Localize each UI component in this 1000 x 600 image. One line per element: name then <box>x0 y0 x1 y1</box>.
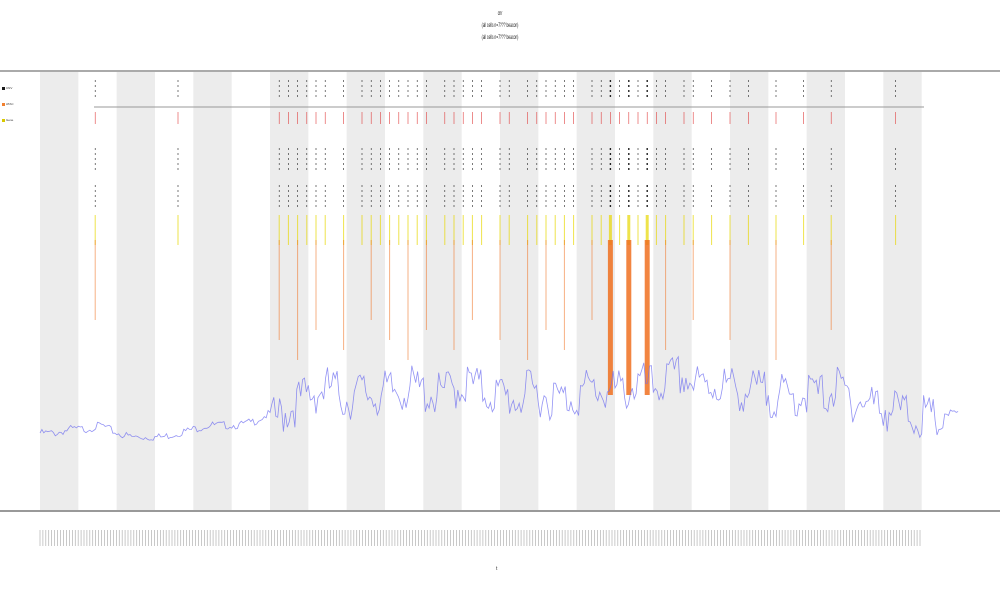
background-band <box>730 72 769 510</box>
series-coverage-line <box>39 355 959 441</box>
chart-title-block: chr (all cells n=7??? beacon) (all cells… <box>225 8 775 44</box>
x-tick-marks <box>39 530 921 546</box>
chart-subtitle-2: (all cells n=7??? beacon) <box>481 35 519 41</box>
legend-item-atac: ATAC <box>2 96 16 112</box>
background-band <box>193 72 232 510</box>
legend-swatch-cnv <box>2 86 5 90</box>
background-band <box>116 72 155 510</box>
legend-label-atac: ATAC <box>6 102 14 106</box>
background-band <box>806 72 845 510</box>
background-band <box>270 72 309 510</box>
legend-label-cnv: CNV <box>6 86 13 90</box>
legend: CNV ATAC Gene <box>2 80 16 128</box>
background-band <box>346 72 385 510</box>
background-band <box>883 72 922 510</box>
legend-item-gene: Gene <box>2 112 16 128</box>
legend-swatch-atac <box>2 102 5 106</box>
peak-marks <box>94 80 897 395</box>
background-band <box>653 72 692 510</box>
chart-subtitle-1: (all cells n=7??? beacon) <box>481 23 519 29</box>
chart-title: chr <box>497 11 503 17</box>
legend-swatch-gene <box>2 118 5 122</box>
x-axis-title: t <box>496 566 498 572</box>
legend-item-cnv: CNV <box>2 80 16 96</box>
background-band <box>423 72 462 510</box>
background-band <box>500 72 539 510</box>
legend-label-gene: Gene <box>6 118 14 122</box>
background-bands <box>40 72 922 510</box>
background-band <box>40 72 79 510</box>
